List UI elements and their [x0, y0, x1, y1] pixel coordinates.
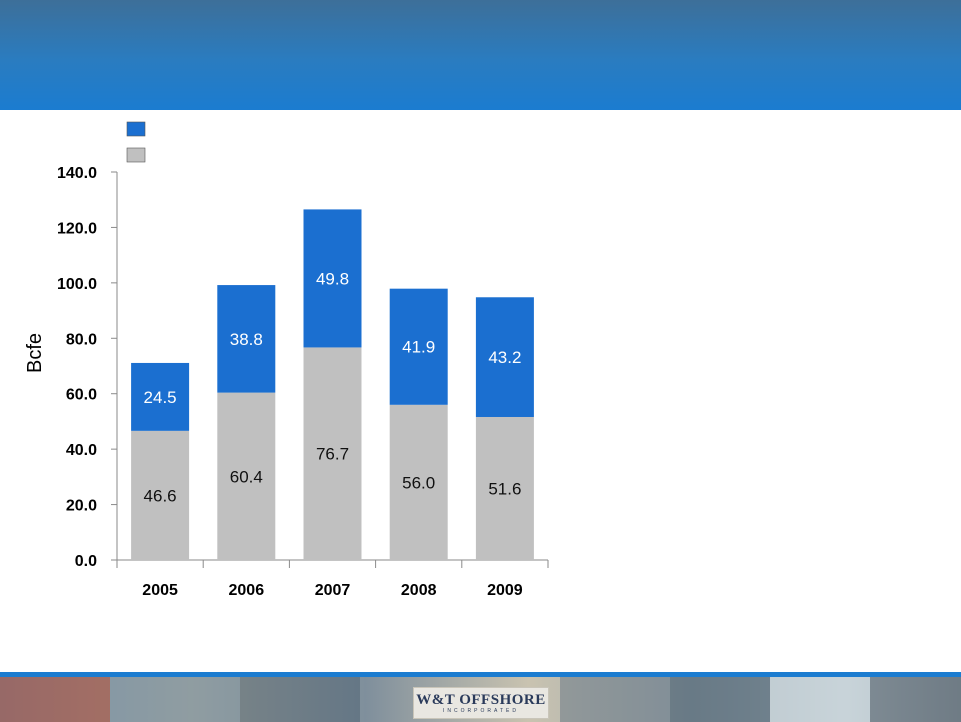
footer-photo-workers [240, 677, 360, 722]
bar-value-label: 60.4 [230, 467, 263, 486]
legend-swatch-series-2 [126, 121, 146, 137]
bar-segment-series-1 [475, 416, 534, 560]
footer-rule [0, 672, 961, 677]
x-tick-label: 2006 [229, 582, 265, 599]
x-tick-label: 2008 [401, 582, 437, 599]
x-tick-label: 2007 [315, 582, 351, 599]
y-tick-label: 0.0 [75, 553, 97, 570]
y-tick-label: 60.0 [66, 387, 97, 404]
y-tick-label: 20.0 [66, 498, 97, 515]
y-tick-label: 140.0 [57, 165, 97, 182]
footer-photo-crew [670, 677, 770, 722]
y-tick-label: 120.0 [57, 220, 97, 237]
x-axis: 2005 2006 2007 2008 2009 [116, 559, 549, 599]
footer-photo-equipment [870, 677, 961, 722]
logo-subtext: INCORPORATED [443, 707, 519, 714]
bar-segment-series-1 [303, 347, 362, 560]
bar-segment-series-1 [217, 392, 276, 560]
bar-segment-series-1 [131, 430, 190, 560]
header-band [0, 0, 961, 110]
bar-value-label: 49.8 [316, 269, 349, 288]
bar-value-label: 76.7 [316, 445, 349, 464]
bar-value-label: 51.6 [488, 479, 521, 498]
bar-value-label: 56.0 [402, 473, 435, 492]
y-tick-label: 100.0 [57, 276, 97, 293]
bar-segment-series-2 [131, 362, 190, 431]
legend-swatch-series-1 [126, 147, 146, 163]
bar-value-label: 24.5 [144, 388, 177, 407]
bars-group: 46.6 24.5 60.4 38.8 76.7 49.8 56.0 41.9 51.6 43.2 [131, 209, 534, 560]
y-tick-label: 40.0 [66, 442, 97, 459]
x-tick-label: 2009 [487, 582, 523, 599]
y-axis: 0.0 20.0 40.0 60.0 80.0 100.0 120.0 140.0 [57, 165, 118, 570]
bar-segment-series-2 [217, 285, 276, 393]
x-tick-label: 2005 [142, 582, 178, 599]
bar-segment-series-2 [303, 209, 362, 348]
y-tick-label: 80.0 [66, 331, 97, 348]
bar-segment-series-1 [389, 404, 448, 560]
y-axis-title: Bcfe [24, 333, 46, 373]
footer-photo-rig [560, 677, 670, 722]
bar-value-label: 41.9 [402, 338, 435, 357]
bar-segment-series-2 [475, 297, 534, 417]
company-logo: W&T OFFSHORE INCORPORATED [413, 687, 549, 719]
footer-photo-sky [770, 677, 870, 722]
bar-value-label: 43.2 [488, 348, 521, 367]
bar-value-label: 38.8 [230, 330, 263, 349]
logo-text: W&T OFFSHORE [416, 691, 546, 708]
bar-value-label: 46.6 [144, 486, 177, 505]
bar-segment-series-2 [389, 288, 448, 405]
footer-photo-platform [110, 677, 240, 722]
chart-legend [126, 121, 146, 163]
footer-photo-pipes [0, 677, 110, 722]
